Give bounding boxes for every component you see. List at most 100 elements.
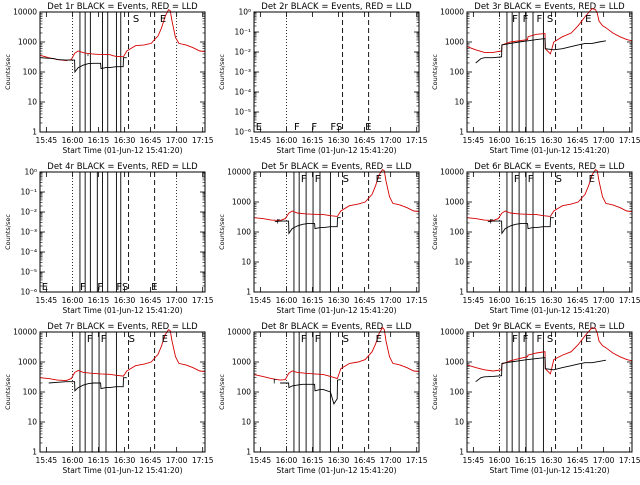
x-tick-label: 16:00 xyxy=(62,136,84,145)
interval-flag-label: F xyxy=(294,122,300,133)
interval-flag-label: S xyxy=(129,334,135,345)
x-tick-label: 17:00 xyxy=(380,296,402,305)
x-tick-label: 17:00 xyxy=(166,296,188,305)
chart-title: Det 2r BLACK = Events, RED = LLD xyxy=(261,2,412,12)
series-lld-line xyxy=(39,328,206,382)
y-tick-label: 100 xyxy=(450,228,465,237)
interval-flag-label: F xyxy=(301,334,307,345)
x-tick-label: 16:30 xyxy=(541,456,563,465)
x-tick-label: 16:15 xyxy=(88,136,110,145)
x-tick-label: 16:15 xyxy=(515,456,537,465)
x-tick-label: 16:00 xyxy=(489,456,511,465)
plot-frame xyxy=(39,331,206,453)
x-tick-label: 16:45 xyxy=(354,136,376,145)
y-tick-label: 10⁻³ xyxy=(20,228,37,237)
x-axis-label: Start Time (01-Jun-12 15:41:20) xyxy=(63,146,183,155)
x-tick-label: 16:45 xyxy=(567,456,589,465)
y-tick-label: 10000 xyxy=(440,168,464,177)
chart-title: Det 3r BLACK = Events, RED = LLD xyxy=(474,2,625,12)
y-tick-label: 100 xyxy=(237,228,252,237)
interval-flag-label: S xyxy=(547,14,553,25)
chart-panel-1: Det 1r BLACK = Events, RED = LLD Counts/s… xyxy=(4,2,214,155)
x-tick-label: 15:45 xyxy=(463,456,485,465)
y-tick-label: 10⁻⁵ xyxy=(20,268,37,277)
series-events-line xyxy=(280,379,341,405)
x-tick-label: 16:30 xyxy=(114,296,136,305)
x-axis-label: Start Time (01-Jun-12 15:41:20) xyxy=(490,146,610,155)
y-tick-label: 10000 xyxy=(13,8,37,17)
interval-flag-label: E xyxy=(376,334,382,345)
y-tick-label: 10 xyxy=(454,98,464,107)
interval-flag-label: F xyxy=(87,334,93,345)
chart-title: Det 4r BLACK = Events, RED = LLD xyxy=(47,162,198,172)
y-tick-label: 10 xyxy=(241,418,251,427)
plot-frame xyxy=(39,11,206,133)
x-axis-label: Start Time (01-Jun-12 15:41:20) xyxy=(63,466,183,475)
y-axis-label: Counts/sec xyxy=(4,214,12,250)
chart-title: Det 5r BLACK = Events, RED = LLD xyxy=(261,162,412,172)
y-tick-label: 1000 xyxy=(18,38,37,47)
x-tick-label: 16:15 xyxy=(515,296,537,305)
x-tick-label: 16:00 xyxy=(276,136,298,145)
y-tick-label: 10000 xyxy=(227,168,251,177)
y-tick-label: 10⁻² xyxy=(20,208,37,217)
y-tick-label: 100 xyxy=(23,388,38,397)
x-tick-label: 16:30 xyxy=(114,136,136,145)
interval-flag-label: E xyxy=(589,174,595,185)
interval-flag-label: E xyxy=(42,282,48,293)
series-events-line xyxy=(274,217,341,235)
y-axis-label: Counts/sec xyxy=(431,374,439,410)
y-tick-label: 1000 xyxy=(232,198,251,207)
chart-panel-9: Det 9r BLACK = Events, RED = LLD Counts/s… xyxy=(431,322,640,475)
y-tick-label: 10000 xyxy=(440,328,464,337)
series-events-line xyxy=(39,57,127,74)
y-tick-label: 1 xyxy=(459,128,464,137)
y-tick-label: 10000 xyxy=(440,8,464,17)
x-tick-label: 17:15 xyxy=(406,456,428,465)
interval-flag-label: E xyxy=(376,174,382,185)
interval-flag-label: E xyxy=(151,282,157,293)
chart-panel-6: Det 6r BLACK = Events, RED = LLD Counts/s… xyxy=(431,162,640,315)
x-tick-label: 16:45 xyxy=(140,456,162,465)
chart-panel-5: Det 5r BLACK = Events, RED = LLD Counts/s… xyxy=(218,162,428,315)
x-tick-label: 17:15 xyxy=(619,296,640,305)
x-tick-label: 17:00 xyxy=(593,136,615,145)
series-lld-line xyxy=(466,168,633,222)
series-lld-line xyxy=(253,326,420,381)
y-axis-label: Counts/sec xyxy=(431,214,439,250)
x-axis-label: Start Time (01-Jun-12 15:41:20) xyxy=(490,466,610,475)
interval-flag-label: F xyxy=(315,334,321,345)
y-tick-label: 10000 xyxy=(227,328,251,337)
y-tick-label: 10⁻⁶ xyxy=(234,128,251,137)
x-tick-label: 16:45 xyxy=(140,296,162,305)
interval-flag-label: F xyxy=(97,282,103,293)
x-tick-label: 15:45 xyxy=(250,456,272,465)
y-tick-label: 10⁻⁴ xyxy=(20,248,37,257)
y-axis-label: Counts/sec xyxy=(431,54,439,90)
y-tick-label: 1 xyxy=(32,448,37,457)
extra-mark: r xyxy=(277,217,281,226)
x-tick-label: 17:00 xyxy=(380,136,402,145)
x-axis-label: Start Time (01-Jun-12 15:41:20) xyxy=(277,306,397,315)
x-tick-label: 16:30 xyxy=(541,136,563,145)
interval-flag-label: E xyxy=(365,122,371,133)
y-tick-label: 10000 xyxy=(13,328,37,337)
y-tick-label: 1000 xyxy=(445,38,464,47)
y-tick-label: 100 xyxy=(450,388,465,397)
x-tick-label: 17:15 xyxy=(619,456,640,465)
x-tick-label: 17:00 xyxy=(593,456,615,465)
x-tick-label: 15:45 xyxy=(250,296,272,305)
y-tick-label: 10⁻³ xyxy=(234,68,251,77)
x-tick-label: 16:30 xyxy=(328,456,350,465)
x-tick-label: 16:00 xyxy=(489,296,511,305)
chart-panel-2: Det 2r BLACK = Events, RED = LLD Counts/s… xyxy=(218,2,428,155)
y-tick-label: 1000 xyxy=(445,358,464,367)
interval-flag-label: E xyxy=(162,334,168,345)
interval-flag-label: E xyxy=(160,14,166,25)
interval-flag-label: F xyxy=(528,174,534,185)
x-tick-label: 15:45 xyxy=(463,136,485,145)
interval-flag-label: F xyxy=(315,174,321,185)
y-tick-label: 10⁰ xyxy=(24,168,37,177)
